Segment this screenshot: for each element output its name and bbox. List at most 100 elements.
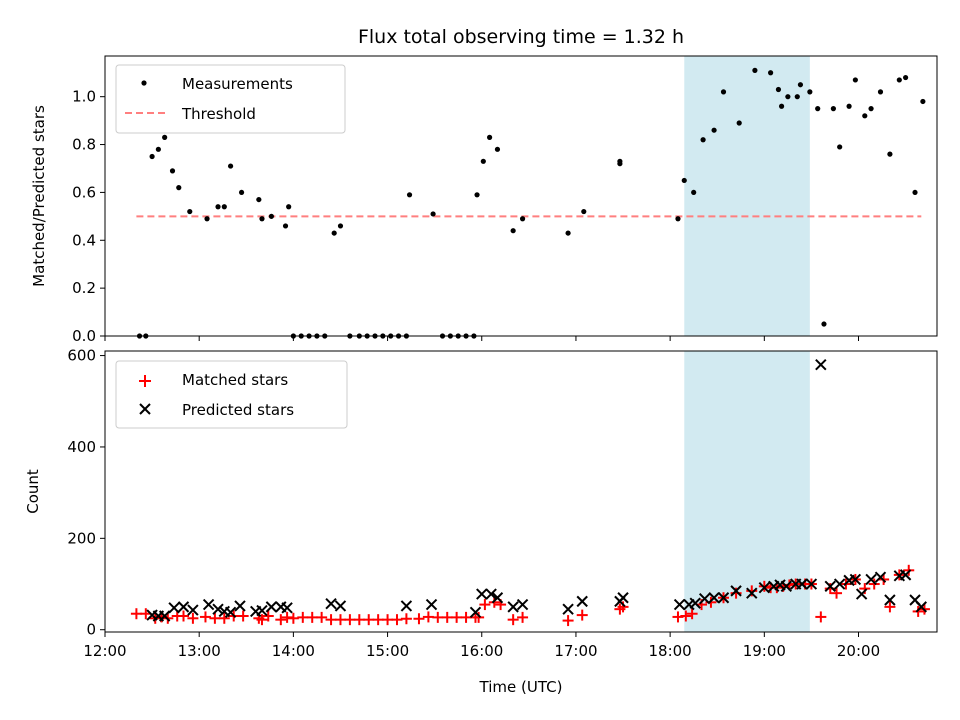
bottom-y-tick-label: 400 (67, 438, 96, 456)
legend-label-measurements: Measurements (182, 75, 293, 93)
measurement-point (286, 204, 292, 210)
predicted-star-point (281, 602, 293, 614)
measurement-point (837, 144, 843, 150)
predicted-star-point (717, 592, 730, 604)
measurement-point (187, 208, 193, 215)
measurement-point (877, 89, 884, 95)
bottom-x-tick-label: 19:00 (743, 642, 786, 660)
predicted-star-point (689, 597, 701, 609)
top-marks (136, 67, 926, 339)
predicted-star-point (158, 610, 171, 622)
predicted-star-point (334, 600, 347, 612)
measurement-point (155, 146, 161, 152)
measurement-point (830, 106, 836, 112)
predicted-star-point (698, 592, 711, 605)
top-y-axis-label: Matched/Predicted stars (30, 105, 48, 287)
measurement-point (169, 168, 176, 174)
predicted-star-point (730, 585, 742, 597)
bottom-y-tick-label: 0 (86, 621, 96, 639)
matched-star-point (576, 609, 588, 621)
measurement-point (700, 137, 706, 143)
top-legend: Measurements Threshold (115, 64, 346, 134)
measurement-point (691, 189, 697, 196)
predicted-star-point (425, 598, 438, 611)
matched-star-point (218, 612, 230, 624)
matched-star-point (353, 614, 365, 626)
predicted-star-point (234, 600, 246, 612)
matched-star-point (187, 612, 199, 624)
matched-star-point (199, 611, 211, 623)
matched-star-point (507, 614, 519, 626)
predicted-star-point (673, 598, 686, 611)
matched-star-point (479, 599, 491, 611)
measurement-point (204, 216, 210, 222)
predicted-star-point (491, 592, 504, 604)
measurement-point (149, 153, 155, 160)
predicted-star-point (824, 580, 836, 593)
matched-star-point (363, 614, 375, 626)
predicted-star-point (325, 597, 337, 610)
predicted-star-point (915, 601, 928, 613)
predicted-star-point (780, 580, 793, 593)
bottom-x-tick-label: 14:00 (272, 642, 315, 660)
predicted-star-point (855, 588, 868, 600)
legend-marker-matched-stars (139, 375, 151, 387)
bottom-legend: Matched stars Predicted stars (115, 360, 348, 429)
measurement-point (282, 223, 289, 229)
measurement-point (581, 208, 587, 215)
matched-star-point (903, 564, 915, 576)
measurement-point (846, 103, 852, 109)
matched-star-point (432, 611, 444, 623)
matched-star-point (686, 608, 698, 620)
bottom-x-tick-label: 12:00 (83, 642, 126, 660)
matched-star-point (400, 613, 412, 625)
top-y-tick-label: 0.4 (72, 231, 96, 249)
measurement-point (430, 211, 436, 217)
matched-star-point (517, 611, 529, 623)
matched-star-point (237, 610, 249, 622)
top-shaded-span (684, 56, 810, 336)
predicted-star-point (400, 600, 413, 612)
top-y-tick-label: 0.0 (72, 327, 96, 345)
bottom-panel: 0 200 400 600 12:00 13:00 14:00 15:00 16:00 17:0… (24, 347, 938, 696)
measurement-point (565, 230, 571, 236)
measurement-point (238, 189, 245, 196)
top-y-tick-label: 0.6 (72, 183, 96, 201)
matched-star-point (344, 614, 356, 626)
legend-label-threshold: Threshold (181, 105, 256, 123)
matched-star-point (130, 608, 142, 620)
bottom-x-tick-label: 16:00 (460, 642, 503, 660)
top-y-ticks: 0.0 0.2 0.4 0.6 0.8 1.0 (72, 88, 105, 345)
predicted-star-point (833, 578, 846, 590)
matched-star-point (275, 614, 287, 626)
bottom-x-ticks: 12:00 13:00 14:00 15:00 16:00 17:00 18:00 19:00… (83, 632, 880, 660)
measurement-point (681, 177, 687, 184)
top-legend-box (115, 64, 346, 134)
matched-star-point (306, 611, 318, 623)
bottom-x-tick-label: 15:00 (366, 642, 409, 660)
measurement-point (778, 103, 785, 109)
matched-star-point (680, 610, 692, 622)
top-x-ticks (104, 336, 860, 341)
measurement-point (815, 106, 821, 112)
matched-star-point (451, 611, 463, 623)
top-axes-frame (104, 55, 938, 337)
measurement-point (920, 98, 926, 105)
measurement-point (896, 77, 902, 83)
bottom-x-tick-label: 13:00 (178, 642, 221, 660)
measurement-point (862, 113, 868, 119)
predicted-star-point (212, 603, 224, 615)
matched-star-point (256, 614, 268, 626)
matched-star-point (325, 614, 337, 626)
matched-star-point (473, 611, 485, 623)
predicted-star-point (708, 592, 720, 604)
top-y-tick-label: 1.0 (72, 88, 96, 106)
measurement-point (221, 204, 227, 210)
measurement-point (480, 158, 486, 164)
measurement-point (519, 216, 526, 222)
measurement-point (794, 94, 800, 100)
measurement-point (775, 86, 782, 93)
bottom-y-axis-label: Count (24, 469, 42, 514)
measurement-point (510, 228, 516, 234)
measurement-point (752, 67, 758, 73)
